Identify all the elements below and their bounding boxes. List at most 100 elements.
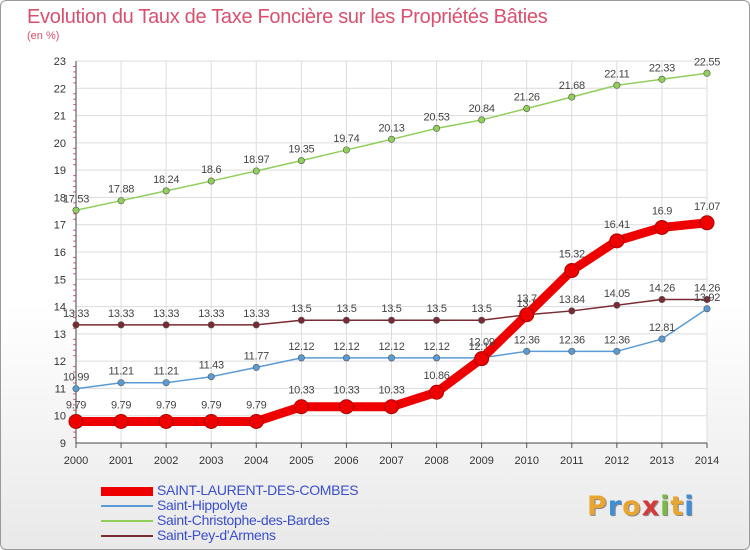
data-point — [338, 399, 354, 415]
data-point — [613, 347, 621, 355]
data-point — [113, 413, 129, 429]
data-point — [609, 233, 625, 249]
data-label: 22.11 — [604, 68, 629, 80]
data-label: 18.97 — [243, 154, 269, 166]
x-tick-label: 2013 — [650, 455, 674, 467]
data-point — [158, 413, 174, 429]
legend-swatch — [101, 520, 153, 522]
x-tick-label: 2014 — [695, 455, 719, 467]
data-point — [387, 354, 395, 362]
x-tick-label: 2002 — [154, 455, 178, 467]
data-point — [117, 379, 125, 387]
x-tick-label: 2010 — [514, 455, 538, 467]
data-point — [252, 321, 260, 329]
y-tick-label: 23 — [54, 56, 66, 68]
data-point — [564, 263, 580, 279]
data-label: 14.26 — [649, 282, 675, 294]
data-label: 13.5 — [291, 303, 311, 315]
data-point — [703, 295, 711, 303]
data-point — [117, 197, 125, 205]
data-label: 13.33 — [243, 308, 269, 320]
data-label: 20.13 — [378, 122, 404, 134]
y-tick-label: 12 — [54, 356, 66, 368]
proxiti-logo: Proxiti — [587, 491, 695, 522]
data-point — [162, 321, 170, 329]
data-point — [297, 354, 305, 362]
legend-label: Saint-Hippolyte — [157, 497, 248, 513]
data-point — [342, 316, 350, 324]
y-tick-label: 16 — [54, 247, 66, 259]
data-label: 11.43 — [199, 360, 224, 372]
y-tick-label: 20 — [54, 138, 66, 150]
data-label: 13.33 — [63, 308, 89, 320]
data-label: 13.5 — [472, 303, 492, 315]
data-label: 11.21 — [154, 366, 179, 378]
data-label: 18.24 — [153, 174, 179, 186]
data-point — [654, 219, 670, 235]
data-label: 21.68 — [559, 80, 585, 92]
data-point — [568, 93, 576, 101]
data-label: 19.74 — [333, 133, 359, 145]
legend-label: Saint-Christophe-des-Bardes — [157, 512, 330, 528]
data-label: 10.99 — [63, 372, 89, 384]
data-label: 13.33 — [198, 308, 224, 320]
y-tick-label: 17 — [54, 220, 66, 232]
data-point — [658, 295, 666, 303]
data-point — [342, 146, 350, 154]
data-label: 11.77 — [244, 350, 269, 362]
data-point — [613, 301, 621, 309]
data-label: 12.12 — [333, 341, 359, 353]
legend-swatch — [101, 505, 153, 507]
data-point — [203, 413, 219, 429]
data-label: 13.5 — [426, 303, 446, 315]
data-label: 11.21 — [108, 366, 133, 378]
y-tick-label: 10 — [54, 411, 66, 423]
data-point — [699, 215, 715, 231]
data-point — [162, 187, 170, 195]
data-label: 9.79 — [201, 399, 221, 411]
data-point — [658, 335, 666, 343]
data-point — [207, 177, 215, 185]
x-tick-label: 2006 — [334, 455, 358, 467]
data-label: 12.12 — [288, 341, 314, 353]
data-label: 12.36 — [514, 334, 540, 346]
data-point — [658, 75, 666, 83]
x-tick-label: 2009 — [469, 455, 493, 467]
data-label: 13.33 — [153, 308, 179, 320]
data-label: 18.6 — [201, 164, 221, 176]
data-label: 13.5 — [381, 303, 401, 315]
legend-swatch — [101, 535, 153, 537]
data-label: 9.79 — [66, 399, 86, 411]
y-tick-label: 9 — [60, 438, 66, 450]
data-label: 12.81 — [649, 322, 675, 334]
data-point — [523, 347, 531, 355]
data-label: 9.79 — [246, 399, 266, 411]
data-point — [433, 316, 441, 324]
data-point — [72, 321, 80, 329]
data-point — [207, 321, 215, 329]
data-point — [162, 379, 170, 387]
data-point — [387, 135, 395, 143]
data-label: 10.86 — [424, 370, 450, 382]
data-label: 10.33 — [333, 385, 359, 397]
y-tick-label: 11 — [55, 383, 66, 395]
data-point — [207, 373, 215, 381]
data-label: 20.53 — [424, 111, 450, 123]
y-tick-label: 13 — [54, 329, 66, 341]
data-point — [248, 413, 264, 429]
y-tick-label: 19 — [54, 165, 66, 177]
legend-swatch — [101, 486, 153, 496]
x-tick-label: 2003 — [199, 455, 223, 467]
data-label: 12.36 — [604, 334, 630, 346]
x-tick-label: 2012 — [605, 455, 629, 467]
data-point — [68, 413, 84, 429]
y-tick-label: 22 — [54, 83, 66, 95]
x-tick-label: 2011 — [560, 455, 584, 467]
legend-label: SAINT-LAURENT-DES-COMBES — [157, 482, 359, 498]
data-point — [703, 69, 711, 77]
x-tick-label: 2005 — [289, 455, 313, 467]
data-point — [478, 116, 486, 124]
data-point — [117, 321, 125, 329]
data-label: 22.55 — [694, 56, 720, 68]
